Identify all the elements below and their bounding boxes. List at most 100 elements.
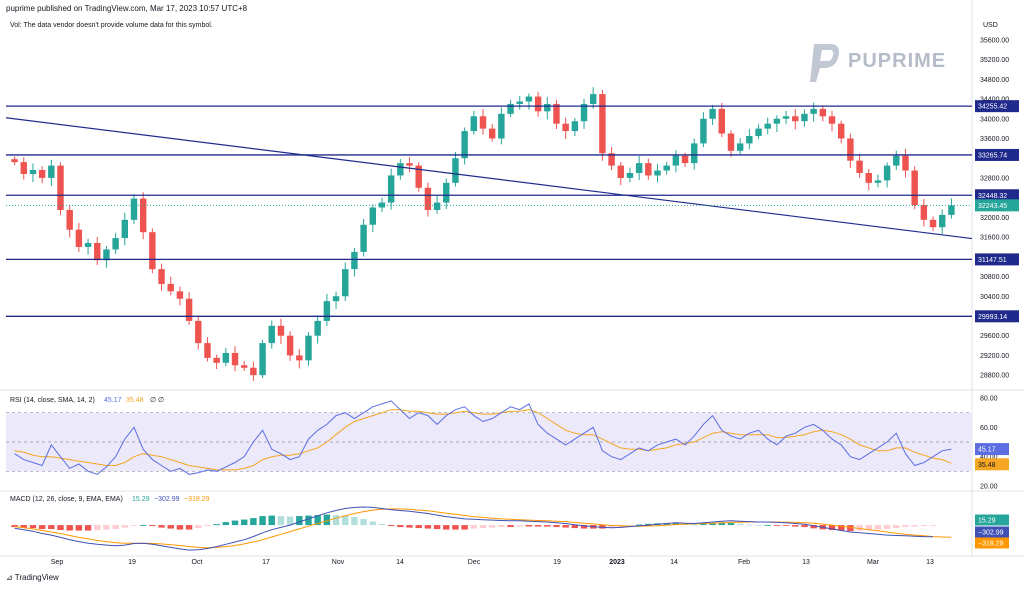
macd-histogram-bar [84,525,92,531]
candle-body [893,155,900,166]
macd-histogram-bar [268,515,275,526]
macd-histogram-bar [553,525,560,528]
candle-body [902,155,909,171]
tradingview-logo-icon: ⊿ [6,573,13,582]
level-price-label: 33265.74 [978,152,1007,159]
candle-body [856,160,863,173]
macd-histogram-bar [185,525,193,530]
candle-body [571,121,579,132]
candle-body [66,209,73,230]
macd-histogram-bar [167,525,174,529]
candle-body [544,103,551,112]
candle-body [369,207,377,225]
macd-histogram-bar [286,516,294,526]
rsi-axis-tick: 20.00 [980,484,998,491]
price-axis-tick: 29200.00 [980,353,1009,360]
candle-body [121,219,129,239]
macd-histogram-bar [847,525,854,532]
candle-body [323,301,331,321]
candle-body [167,283,174,292]
level-price-label: 29993.14 [978,314,1007,321]
macd-histogram-bar [57,525,64,531]
macd-value-badge [975,537,1009,549]
rsi-ma-value-label: 35.48 [978,462,996,469]
candle-body [516,101,523,104]
macd-histogram-bar [158,525,165,528]
macd-line [14,506,934,551]
macd-histogram-bar [874,525,882,530]
macd-histogram-bar [608,525,615,529]
last-price-badge [975,199,1019,212]
candle-body [553,103,560,124]
candle-body [415,165,422,188]
candle-body [626,172,634,178]
macd-value-badge [975,514,1009,526]
level-price-label: 34255.42 [978,104,1007,111]
candle-body [443,182,450,203]
candle-body [681,155,689,164]
price-axis-tick: 34400.00 [980,97,1009,104]
tradingview-footer[interactable]: ⊿ TradingView [6,573,59,582]
candle-body [213,357,220,363]
candle-body [525,96,533,102]
candle-body [38,170,46,178]
macd-histogram-bar [305,515,312,526]
last-price-label: 32243.45 [978,203,1007,210]
macd-histogram-bar [259,516,266,526]
candle-body [580,103,588,122]
candle-body [782,116,790,119]
macd-hist-legend-value: 15.29 [132,496,150,503]
time-axis-tick: 13 [926,559,934,566]
price-axis-tick: 30400.00 [980,294,1009,301]
candle-body [149,232,156,270]
macd-histogram-bar [571,525,579,529]
tradingview-brand: TradingView [14,573,59,582]
macd-histogram-bar [773,525,781,526]
candle-body [911,170,918,206]
macd-histogram-bar [461,525,468,530]
candle-body [222,352,230,363]
time-axis-tick: Sep [51,559,64,566]
rsi-value-badge [975,443,1009,456]
time-axis-tick: 14 [670,559,678,566]
macd-histogram-bar [580,525,588,529]
macd-histogram-bar [195,525,202,529]
candle-body [240,365,248,368]
candle-body [488,128,496,139]
macd-histogram-bar [342,515,349,526]
candle-body [599,94,606,154]
macd-value-label: −318.29 [978,541,1004,548]
macd-histogram-bar [544,525,551,527]
macd-histogram-bar [801,525,808,528]
time-axis-tick: 19 [553,559,561,566]
time-axis-tick: 17 [262,559,270,566]
macd-histogram-bar [351,517,358,526]
candle-body [691,143,698,164]
macd-histogram-bar [920,525,928,527]
puprime-logo-text: PUPRIME [848,50,947,72]
candle-body [112,238,119,250]
macd-histogram-bar [48,525,55,530]
published-header: puprime published on TradingView.com, Ma… [6,4,248,13]
candle-body [360,224,367,252]
candle-body [332,296,340,302]
candle-body [195,320,202,344]
macd-histogram-bar [507,525,514,528]
macd-signal-legend-value: −318.29 [184,496,210,503]
macd-histogram-bar [764,525,771,526]
candle-body [204,343,211,358]
candle-body [75,229,83,247]
macd-histogram-bar [746,524,753,526]
macd-histogram-bar [66,525,73,531]
macd-histogram-bar [663,523,670,526]
candle-body [296,355,303,361]
candle-body [865,172,872,183]
macd-histogram-bar [479,525,487,529]
macd-signal-line [14,508,952,549]
candle-body [397,163,404,176]
macd-histogram-bar [562,525,569,528]
macd-histogram-bar [691,524,698,526]
volume-notice: Vol: The data vendor doesn't provide vol… [10,22,213,29]
macd-histogram-bar [470,525,478,529]
